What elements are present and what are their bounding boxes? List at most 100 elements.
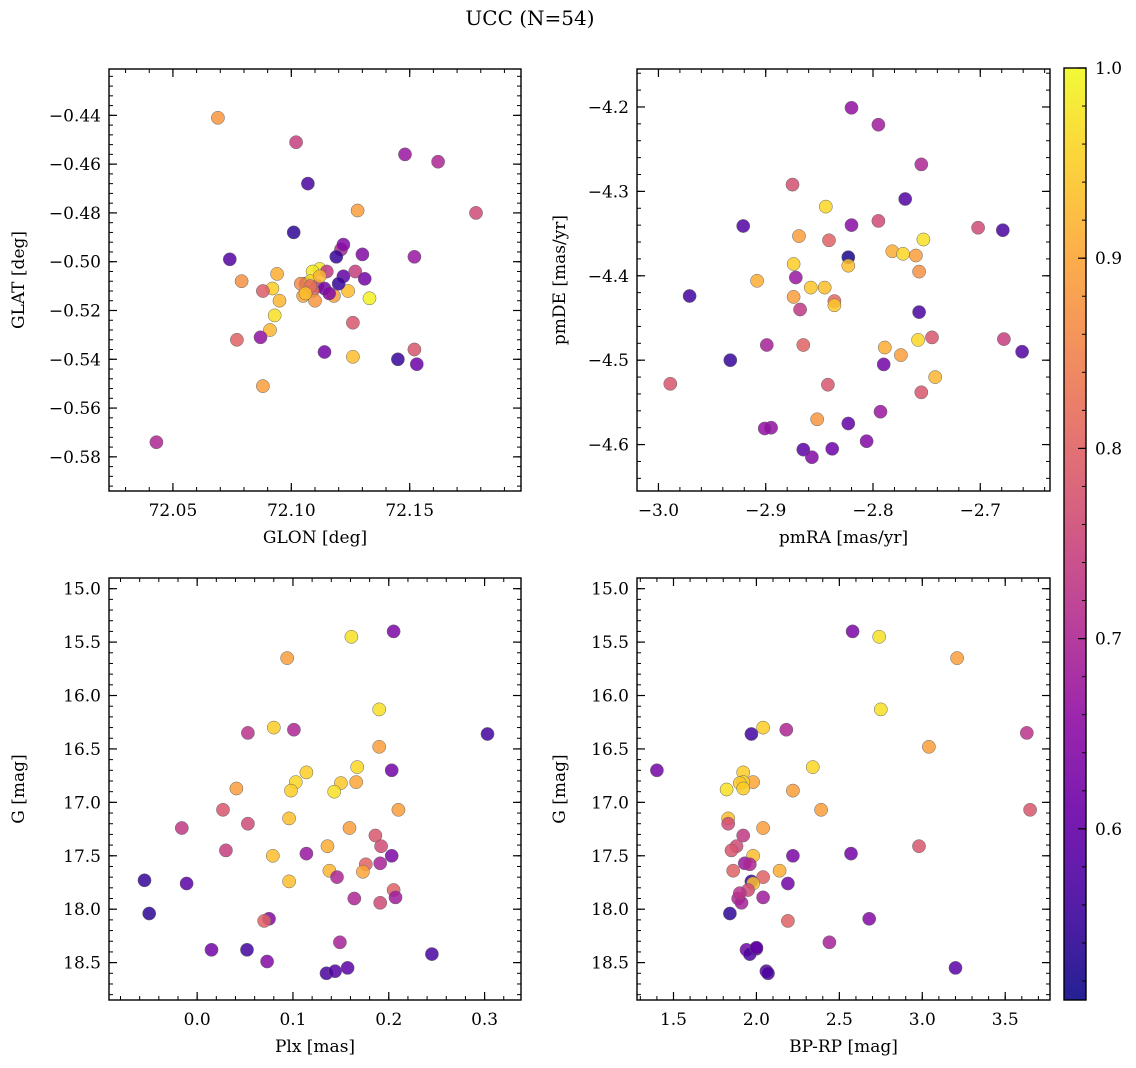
y-tick-label: 15.5 [63, 633, 101, 653]
data-point [265, 848, 280, 863]
data-point [346, 315, 360, 330]
data-point [810, 412, 825, 427]
data-point [779, 722, 794, 737]
y-tick-label: 16.5 [63, 740, 101, 760]
data-point [909, 248, 923, 263]
data-point [301, 176, 315, 191]
y-tick-label: 18.0 [63, 900, 101, 920]
y-tick-label: 17.5 [63, 847, 101, 867]
colorbar-tick-label: 0.7 [1095, 630, 1122, 650]
data-point [330, 870, 344, 884]
data-point [336, 237, 351, 252]
data-point [344, 629, 359, 644]
data-point [948, 961, 963, 975]
data-point [742, 857, 757, 872]
data-point [398, 147, 412, 162]
scatter-points [650, 624, 1037, 981]
data-point [431, 154, 445, 169]
data-point [384, 763, 399, 778]
data-point [756, 821, 770, 835]
x-tick-label: 72.05 [149, 501, 198, 521]
data-point [916, 232, 931, 247]
x-tick-label: 2.0 [743, 1010, 770, 1030]
data-point [267, 308, 282, 323]
data-point [241, 816, 255, 831]
x-tick-label: 2.5 [826, 1010, 853, 1030]
y-tick-label: −0.48 [49, 204, 101, 224]
y-tick-label: −4.5 [588, 351, 629, 371]
data-point [347, 891, 362, 906]
x-tick-label: 1.5 [660, 1010, 687, 1030]
data-point [663, 376, 678, 391]
x-tick-label: 0.1 [279, 1010, 306, 1030]
data-point [327, 784, 342, 799]
data-point [781, 914, 795, 928]
data-point [384, 848, 399, 863]
data-point [749, 940, 764, 955]
data-point [796, 338, 811, 352]
data-point [950, 651, 964, 665]
data-point [859, 434, 874, 449]
data-point [792, 229, 806, 243]
data-point [386, 624, 401, 639]
y-tick-label: −0.44 [49, 106, 101, 126]
data-point [312, 269, 327, 284]
data-point [340, 961, 355, 975]
y-tick-label: 18.5 [591, 954, 629, 974]
data-point [299, 846, 314, 861]
data-point [407, 249, 422, 264]
data-point [222, 252, 237, 267]
y-tick-label: −0.52 [49, 301, 101, 321]
x-axis-label: Plx [mas] [275, 1037, 355, 1057]
data-point [469, 206, 483, 220]
data-point [346, 349, 360, 364]
figure-title: UCC (N=54) [465, 6, 595, 30]
data-point [793, 302, 807, 317]
data-point [266, 720, 281, 735]
y-axis-label: GLAT [deg] [9, 231, 29, 329]
data-point [329, 249, 344, 264]
data-point [289, 135, 303, 150]
y-tick-label: 18.0 [591, 900, 629, 920]
data-point [786, 257, 801, 271]
data-point [756, 890, 770, 905]
data-point [841, 416, 856, 431]
y-tick-label: 17.0 [63, 793, 101, 813]
data-point [805, 450, 819, 465]
data-point [282, 874, 296, 889]
data-point [234, 274, 249, 289]
data-point [373, 895, 388, 910]
data-point [756, 720, 770, 735]
data-point [211, 110, 225, 125]
data-point [284, 783, 298, 798]
data-point [721, 816, 736, 831]
data-point [260, 954, 274, 969]
data-point [805, 760, 820, 774]
data-point [759, 338, 774, 352]
panel-1: 72.05 72.10 72.15 −0.44 −0.46 −0.48 −0.50 −0.52… [9, 68, 522, 548]
data-point [391, 352, 405, 367]
data-point [896, 246, 910, 261]
data-point [723, 906, 737, 921]
panel-3: 0.0 0.1 0.2 0.3 15.0 15.5 16.0 16.5 17.0 17.5 18.0… [9, 577, 522, 1057]
data-point [911, 333, 925, 347]
data-point [925, 330, 939, 345]
data-point [272, 293, 287, 308]
axes-frame [108, 577, 522, 1001]
data-point [912, 839, 926, 854]
data-point [719, 782, 734, 797]
data-point [922, 739, 936, 754]
data-point [219, 843, 233, 858]
data-point [844, 846, 858, 861]
data-point [821, 377, 835, 392]
y-tick-label: 16.5 [591, 740, 629, 760]
data-point [726, 863, 741, 878]
data-point [331, 276, 346, 291]
panel-4: 1.5 2.0 2.5 3.0 3.5 15.0 15.5 16.0 16.5 17.0 17.5 1… [550, 577, 1051, 1057]
data-point [761, 966, 775, 981]
data-point [270, 267, 284, 281]
data-point [1015, 344, 1029, 359]
data-point [240, 942, 254, 957]
data-point [480, 727, 495, 741]
data-point [179, 876, 194, 891]
